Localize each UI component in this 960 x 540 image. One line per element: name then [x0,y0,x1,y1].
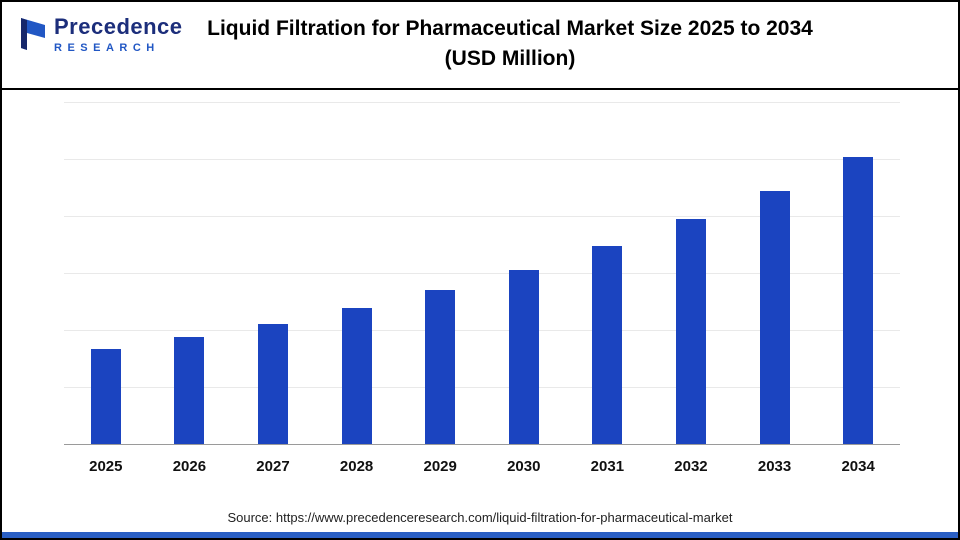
x-tick-label: 2028 [339,458,374,475]
bar-2033 [759,191,790,444]
x-tick-label: 2029 [423,458,457,475]
logo-subtitle: RESEARCH [54,42,160,54]
logo: Precedence RESEARCH [18,16,183,57]
bar-column [398,102,482,444]
x-tick-label: 2027 [256,458,290,475]
bar-column [482,102,566,444]
bar-column [231,102,315,444]
bar-column [148,102,232,444]
x-tick-label: 2033 [757,458,792,475]
bar-column [816,102,900,444]
logo-brand: Precedence [54,14,183,39]
bar-column [566,102,650,444]
bar-2025 [90,349,121,444]
bar-2027 [257,323,288,444]
x-tick-label: 2026 [172,458,207,475]
bottom-accent-strip [2,532,958,538]
bar-2034 [843,156,874,444]
bar-2030 [508,269,539,444]
bar-2029 [425,290,456,444]
bar-column [649,102,733,444]
bar-column [315,102,399,444]
plot-area [64,102,900,445]
x-tick-label: 2025 [89,458,123,475]
header: Precedence RESEARCH Liquid Filtration fo… [2,2,958,90]
precedence-logo-icon [18,16,48,57]
x-tick-label: 2031 [590,458,625,475]
bar-column [733,102,817,444]
x-tick-label: 2032 [674,458,708,475]
bars [64,102,900,444]
x-axis-labels: 2025 2026 2027 2028 2029 2030 2031 2032 2033 2034 [64,458,900,475]
source-attribution: Source: https://www.precedenceresearch.c… [227,510,733,525]
logo-text: Precedence RESEARCH [54,16,183,54]
bar-column [64,102,148,444]
chart-title-line2: (USD Million) [444,47,576,71]
bar-2032 [675,219,706,444]
bar-2028 [341,308,372,444]
x-tick-label: 2034 [841,458,875,475]
bar-2026 [174,337,205,444]
bar-2031 [592,246,623,444]
chart-title: Liquid Filtration for Pharmaceutical Mar… [122,14,898,75]
x-tick-label: 2030 [507,458,541,475]
chart-title-line1: Liquid Filtration for Pharmaceutical Mar… [207,17,813,40]
